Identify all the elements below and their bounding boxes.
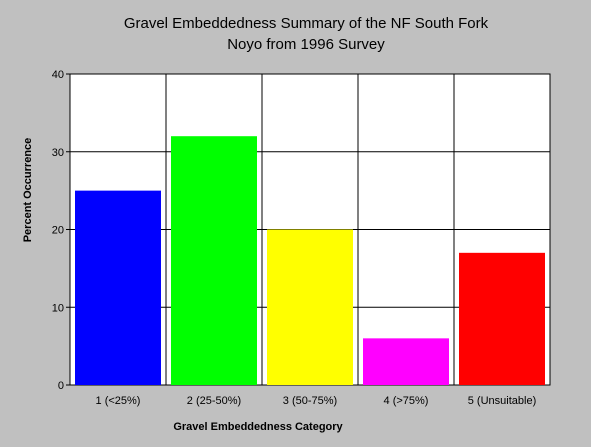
x-axis-ticks: 1 (<25%) 2 (25-50%) 3 (50-75%) 4 (>75%) 5 (U… <box>96 395 537 407</box>
x-tick-label: 3 (50-75%) <box>283 395 337 407</box>
x-tick-label: 4 (>75%) <box>384 395 429 407</box>
y-tick-label: 0 <box>58 380 64 392</box>
x-tick-label: 1 (<25%) <box>96 395 141 407</box>
bars <box>75 136 545 385</box>
x-tick-label: 5 (Unsuitable) <box>468 395 536 407</box>
y-axis-label: Percent Occurrence <box>22 138 34 243</box>
y-tick-label: 20 <box>52 225 64 237</box>
x-tick-label: 2 (25-50%) <box>187 395 241 407</box>
x-axis-label: Gravel Embeddedness Category <box>173 421 343 433</box>
y-axis-ticks: 0 10 20 30 40 <box>52 69 70 392</box>
bar <box>459 252 545 385</box>
bar <box>171 136 257 385</box>
bar <box>75 190 161 385</box>
bar <box>363 338 449 385</box>
chart-title-line-1: Gravel Embeddedness Summary of the NF So… <box>124 15 489 32</box>
y-tick-label: 10 <box>52 302 64 314</box>
y-tick-label: 30 <box>52 147 64 159</box>
bar <box>267 229 353 385</box>
chart-title-line-2: Noyo from 1996 Survey <box>227 36 385 53</box>
y-tick-label: 40 <box>52 69 64 81</box>
